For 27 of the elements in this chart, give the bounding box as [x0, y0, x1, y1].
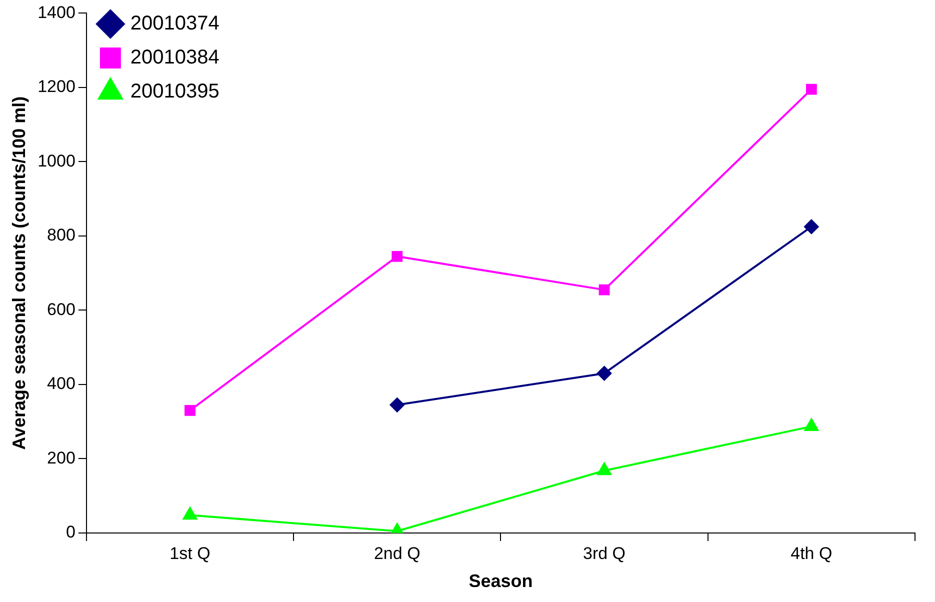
point	[598, 284, 610, 296]
x-tick-label: 2nd Q	[374, 544, 420, 563]
point	[390, 397, 405, 412]
legend-label: 20010374	[130, 12, 220, 35]
x-tick-label: 3rd Q	[583, 544, 626, 563]
point	[806, 84, 817, 95]
y-tick-label: 600	[47, 300, 76, 319]
point	[182, 506, 198, 520]
point	[804, 418, 819, 431]
point	[596, 366, 612, 381]
point	[804, 219, 819, 234]
y-tick-label: 400	[47, 374, 76, 394]
point	[392, 250, 403, 262]
x-axis-title: Season	[468, 571, 533, 592]
point	[184, 405, 196, 416]
y-tick-label: 1000	[38, 151, 76, 170]
y-tick-label: 1400	[38, 2, 76, 22]
x-tick-label: 4th Q	[790, 544, 832, 563]
y-tick-label: 0	[66, 522, 76, 542]
y-tick-label: 1200	[38, 77, 76, 96]
x-tick-label: 1st Q	[170, 544, 210, 563]
y-tick-label: 200	[47, 448, 76, 468]
legend-label: 20010395	[130, 80, 220, 103]
y-axis-title: Average seasonal counts (counts/100 ml)	[8, 96, 29, 450]
point	[596, 462, 612, 476]
legend-label: 20010384	[130, 46, 220, 69]
y-tick-label: 800	[47, 226, 76, 245]
